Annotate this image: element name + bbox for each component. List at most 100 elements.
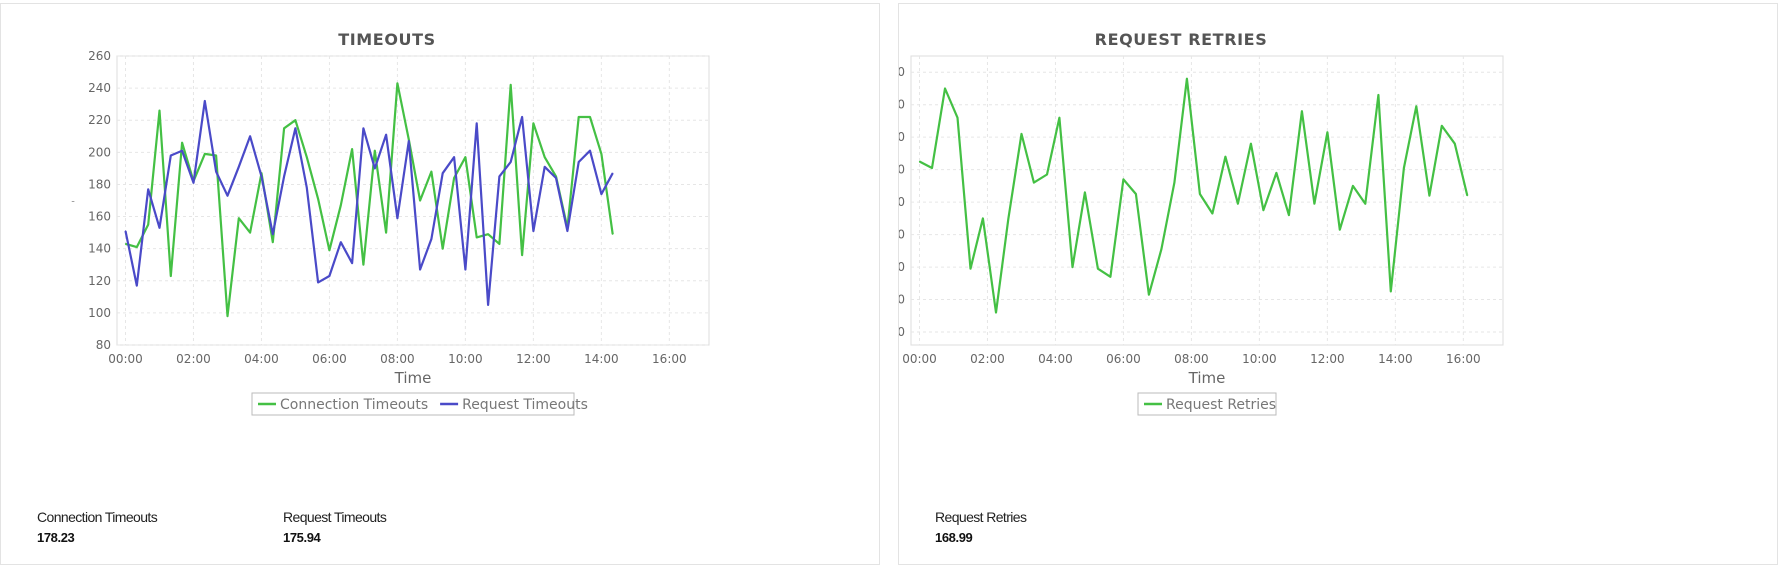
data-point <box>362 264 365 266</box>
legend-item: Request Timeouts <box>440 397 588 413</box>
y-tick-label: 80 <box>96 338 111 352</box>
data-point <box>1160 248 1162 250</box>
data-point <box>510 161 512 163</box>
x-tick-label: 12:00 <box>516 352 551 366</box>
data-point <box>1466 195 1468 197</box>
y-axis-label: - <box>71 197 75 208</box>
data-point <box>158 109 161 112</box>
data-point <box>487 304 489 306</box>
data-point <box>944 87 946 90</box>
data-point <box>306 187 308 189</box>
data-point <box>396 217 399 219</box>
data-point <box>544 166 546 168</box>
x-tick-label: 10:00 <box>1242 352 1277 366</box>
data-point <box>982 217 984 219</box>
data-point <box>1415 105 1417 107</box>
data-point <box>600 153 602 155</box>
stat-label: Request Retries <box>935 509 1027 525</box>
legend-box <box>1137 392 1277 416</box>
data-point <box>374 150 376 152</box>
y-tick-label: 180 <box>899 163 905 177</box>
legend-item: Connection Timeouts <box>258 397 428 413</box>
data-point <box>600 193 602 195</box>
data-point <box>544 156 546 158</box>
data-point <box>918 160 921 163</box>
data-point <box>510 84 512 86</box>
data-point <box>226 195 229 197</box>
data-point <box>532 122 534 125</box>
data-point <box>328 275 331 277</box>
data-point <box>294 127 297 129</box>
data-point <box>956 117 959 119</box>
data-point <box>396 82 399 84</box>
data-point <box>487 233 489 235</box>
data-point <box>498 243 500 245</box>
data-point <box>1122 178 1125 180</box>
data-point <box>1377 94 1379 96</box>
series-line <box>918 77 1469 314</box>
y-tick-label: 140 <box>899 228 905 242</box>
x-tick-label: 04:00 <box>1038 352 1073 366</box>
data-point <box>226 315 229 317</box>
data-point <box>532 230 534 232</box>
legend: Connection Timeouts Request Timeouts <box>251 392 588 416</box>
data-point <box>408 140 410 142</box>
data-point <box>1250 143 1252 145</box>
data-point <box>1033 182 1035 184</box>
data-point <box>1454 143 1456 145</box>
y-tick-label: 240 <box>88 81 111 95</box>
legend-box <box>251 392 575 416</box>
x-tick-label: 02:00 <box>176 352 211 366</box>
y-tick-label: 80 <box>899 325 905 339</box>
data-point <box>272 233 274 235</box>
data-point <box>238 217 240 219</box>
request-retries-panel: REQUEST RETRIES 80 100 120 140 160 180 200 220 24… <box>898 3 1778 565</box>
data-point <box>476 122 478 125</box>
data-point <box>578 161 580 163</box>
x-tick-label: 16:00 <box>652 352 687 366</box>
data-point <box>1262 209 1264 211</box>
y-tick-label: 200 <box>88 145 111 159</box>
data-point <box>1148 294 1150 296</box>
data-point <box>1135 193 1137 195</box>
x-tick-label: 14:00 <box>584 352 619 366</box>
data-point <box>1275 172 1277 174</box>
data-point <box>453 177 455 179</box>
data-point <box>1109 276 1112 278</box>
data-point <box>317 198 319 200</box>
data-point <box>283 175 285 178</box>
series-request-timeouts <box>124 99 614 306</box>
data-point <box>521 254 523 256</box>
data-point <box>408 138 410 141</box>
request-retries-chart: REQUEST RETRIES 80 100 120 140 160 180 200 220 24… <box>899 30 1504 416</box>
y-tick-label: 100 <box>88 306 111 320</box>
x-tick-label: 06:00 <box>312 352 347 366</box>
data-point <box>419 199 421 202</box>
data-point <box>555 177 557 179</box>
data-point <box>419 268 421 271</box>
x-tick-label: 10:00 <box>448 352 483 366</box>
legend-item: Request Retries <box>1144 397 1276 413</box>
x-tick-label: 08:00 <box>1174 352 1209 366</box>
x-axis-label: Time <box>394 369 432 387</box>
y-tick-label: 160 <box>899 195 905 209</box>
series-line <box>125 82 614 318</box>
x-axis-label: Time <box>1188 369 1226 387</box>
x-tick-label: 04:00 <box>244 352 279 366</box>
data-point <box>464 156 467 158</box>
x-tick-label: 06:00 <box>1106 352 1141 366</box>
data-point <box>1288 214 1290 216</box>
y-tick-label: 120 <box>899 260 905 274</box>
x-tick-label: 00:00 <box>902 352 937 366</box>
data-point <box>328 249 331 251</box>
data-point <box>215 171 217 173</box>
connection-timeouts-stat: Connection Timeouts 178.23 <box>37 509 257 545</box>
data-point <box>612 172 614 174</box>
x-tick-label: 08:00 <box>380 352 415 366</box>
data-point <box>260 175 263 178</box>
x-tick-label: 14:00 <box>1378 352 1413 366</box>
data-point <box>589 116 591 118</box>
data-point <box>1224 156 1227 158</box>
data-point <box>147 223 149 226</box>
data-point <box>1046 173 1048 176</box>
